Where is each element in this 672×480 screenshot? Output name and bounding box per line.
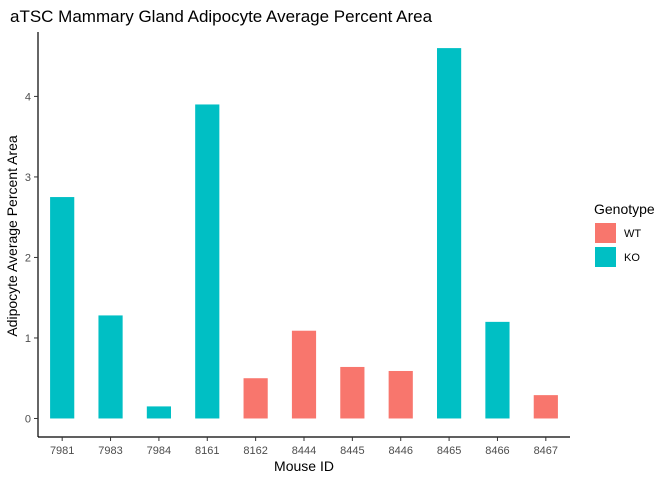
legend-key-wt: [595, 223, 616, 243]
x-tick-label: 7983: [98, 445, 122, 457]
bar-8161: [195, 104, 220, 419]
y-tick-label: 1: [25, 333, 31, 345]
chart-title: aTSC Mammary Gland Adipocyte Average Per…: [10, 7, 433, 26]
y-tick-label: 3: [25, 172, 31, 184]
x-tick-label: 8467: [534, 445, 558, 457]
bar-7983: [98, 315, 123, 419]
x-axis-ticks: 7981 7983 7984 8161 8162 8444 8445 8446 8465 8466…: [50, 437, 558, 457]
y-tick-label: 2: [25, 252, 31, 264]
x-tick-label: 8465: [437, 445, 461, 457]
y-tick-label: 0: [25, 413, 31, 425]
x-tick-label: 8466: [485, 445, 509, 457]
bar-8446: [388, 370, 413, 419]
bar-7984: [146, 406, 171, 419]
legend-label-wt: WT: [624, 228, 641, 240]
y-axis-title: Adipocyte Average Percent Area: [4, 135, 20, 337]
bar-8467: [533, 395, 558, 419]
y-tick-label: 4: [25, 91, 31, 103]
legend-label-ko: KO: [624, 252, 640, 264]
x-axis-title: Mouse ID: [274, 458, 334, 474]
x-tick-label: 8444: [292, 445, 316, 457]
x-tick-label: 8162: [243, 445, 267, 457]
bar-8444: [291, 330, 317, 419]
plot-area: 0 1 2 3 4 7981 7983 7984 8161 8162 8444 8445 8446 84…: [25, 32, 570, 457]
x-tick-label: 7984: [147, 445, 171, 457]
y-axis-ticks: 0 1 2 3 4: [25, 91, 38, 425]
bar-8466: [485, 321, 510, 419]
legend: Genotype WT KO: [594, 201, 655, 267]
x-tick-label: 7981: [50, 445, 74, 457]
x-tick-label: 8445: [340, 445, 364, 457]
x-tick-label: 8161: [195, 445, 219, 457]
bar-8162: [243, 378, 268, 419]
legend-title: Genotype: [594, 201, 655, 217]
bar-8445: [340, 366, 365, 419]
x-tick-label: 8446: [388, 445, 412, 457]
bars: [50, 48, 558, 419]
legend-items: WT KO: [595, 223, 641, 267]
bar-7981: [50, 197, 75, 419]
legend-key-ko: [595, 247, 616, 267]
bar-8465: [437, 48, 462, 419]
